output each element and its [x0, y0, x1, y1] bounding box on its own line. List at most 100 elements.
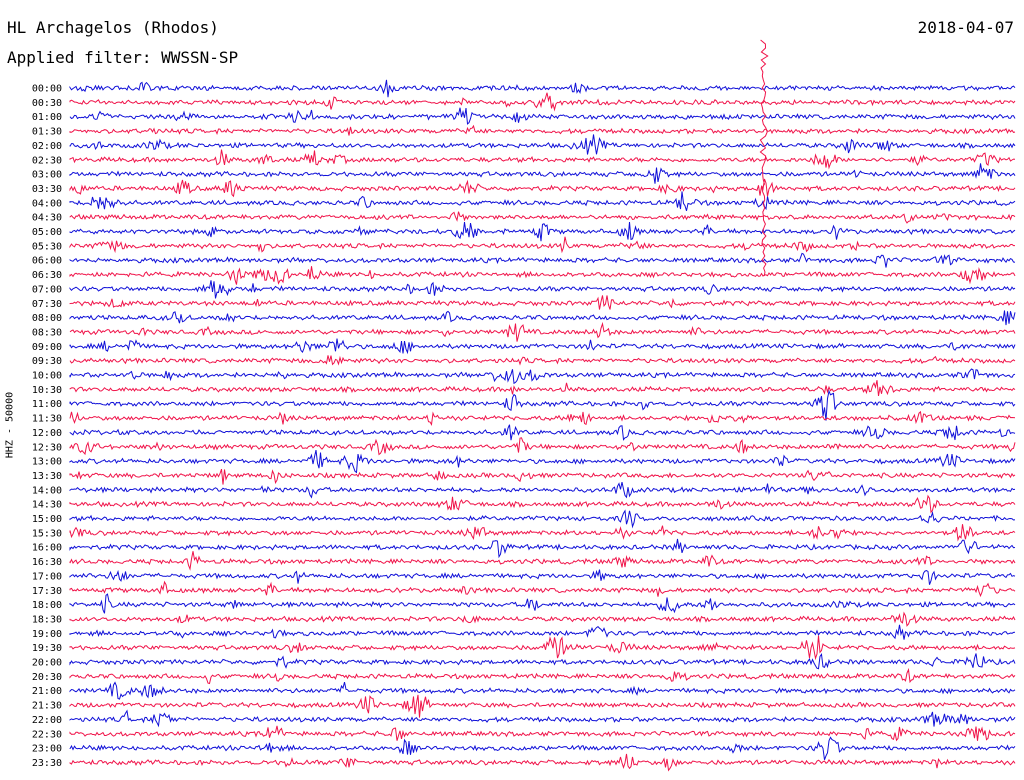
row-time-label: 02:30: [32, 155, 62, 166]
row-time-label: 23:30: [32, 758, 62, 769]
row-time-label: 17:00: [32, 571, 62, 582]
row-time-label: 02:00: [32, 141, 62, 152]
station-title: HL Archagelos (Rhodos): [7, 18, 219, 37]
trace-row-0330: [69, 178, 1016, 198]
row-time-label: 16:00: [32, 543, 62, 554]
row-time-label: 15:30: [32, 528, 62, 539]
date-label: 2018-04-07: [917, 18, 1014, 37]
trace-row-0000: [69, 79, 1016, 98]
trace-row-1330: [69, 468, 1016, 485]
row-time-label: 22:30: [32, 729, 62, 740]
trace-row-0730: [69, 295, 1016, 310]
trace-row-1600: [69, 538, 1016, 559]
row-time-label: 19:30: [32, 643, 62, 654]
event-spike: [759, 39, 769, 277]
row-time-label: 22:00: [32, 715, 62, 726]
row-time-label: 16:30: [32, 557, 62, 568]
trace-row-0930: [69, 355, 1016, 366]
trace-row-0500: [69, 221, 1016, 242]
trace-row-0900: [69, 338, 1016, 355]
row-time-label: 14:30: [32, 500, 62, 511]
trace-row-0600: [69, 252, 1016, 268]
row-time-label: 09:00: [32, 342, 62, 353]
row-time-label: 21:30: [32, 701, 62, 712]
trace-row-1030: [69, 380, 1016, 396]
trace-row-0300: [69, 163, 1016, 184]
trace-row-2230: [69, 725, 1016, 742]
trace-row-2030: [69, 667, 1016, 685]
row-time-label: 20:30: [32, 672, 62, 683]
trace-row-0130: [69, 124, 1016, 136]
trace-row-0200: [69, 134, 1016, 155]
row-time-label: 13:30: [32, 471, 62, 482]
row-time-label: 08:30: [32, 327, 62, 338]
row-time-label: 04:00: [32, 198, 62, 209]
row-time-label: 17:30: [32, 586, 62, 597]
trace-row-0400: [69, 191, 1016, 211]
trace-row-0630: [69, 266, 1016, 285]
row-time-label: 06:30: [32, 270, 62, 281]
row-time-label: 04:30: [32, 213, 62, 224]
trace-row-0800: [69, 310, 1016, 326]
trace-row-2200: [69, 709, 1016, 728]
row-time-label: 11:30: [32, 414, 62, 425]
trace-row-1130: [69, 410, 1016, 426]
trace-row-1200: [69, 424, 1016, 441]
row-time-label: 07:30: [32, 299, 62, 310]
row-time-label: 21:00: [32, 686, 62, 697]
row-time-label: 01:00: [32, 112, 62, 123]
trace-row-2300: [69, 736, 1016, 760]
row-time-label: 06:00: [32, 256, 62, 267]
trace-row-0430: [69, 211, 1016, 224]
row-time-label: 18:00: [32, 600, 62, 611]
row-time-label: 09:30: [32, 356, 62, 367]
trace-row-1830: [69, 611, 1016, 627]
row-time-label: 07:00: [32, 284, 62, 295]
row-time-label: 20:00: [32, 658, 62, 669]
trace-row-0530: [69, 236, 1015, 254]
row-time-label: 00:30: [32, 98, 62, 109]
row-time-label: 03:30: [32, 184, 62, 195]
trace-row-1000: [69, 368, 1016, 385]
row-time-label: 01:30: [32, 127, 62, 138]
row-time-label: 13:00: [32, 457, 62, 468]
row-time-label: 14:00: [32, 485, 62, 496]
trace-row-0030: [69, 92, 1016, 112]
row-time-label: 05:00: [32, 227, 62, 238]
trace-row-1400: [69, 481, 1016, 499]
trace-row-2330: [69, 753, 1016, 772]
row-time-label: 19:00: [32, 629, 62, 640]
filter-label: Applied filter: WWSSN-SP: [7, 48, 239, 67]
row-time-label: 05:30: [32, 241, 62, 252]
trace-row-1530: [69, 524, 1016, 542]
row-time-label: 10:30: [32, 385, 62, 396]
row-time-label: 11:00: [32, 399, 62, 410]
row-time-label: 03:00: [32, 170, 62, 181]
trace-row-0830: [69, 321, 1016, 342]
row-time-label: 12:00: [32, 428, 62, 439]
row-time-label: 15:00: [32, 514, 62, 525]
trace-row-1700: [69, 569, 1016, 585]
row-time-label: 12:30: [32, 442, 62, 453]
trace-row-2130: [69, 694, 1016, 718]
trace-row-0700: [69, 280, 1016, 299]
trace-row-1500: [69, 509, 1016, 529]
trace-row-2000: [69, 652, 1016, 670]
trace-row-1800: [69, 593, 1016, 614]
trace-row-1900: [69, 624, 1016, 640]
row-time-label: 08:00: [32, 313, 62, 324]
row-time-label: 10:00: [32, 371, 62, 382]
trace-row-1430: [69, 494, 1016, 514]
row-time-label: 00:00: [32, 84, 62, 95]
trace-row-1300: [69, 449, 1016, 474]
trace-row-1930: [69, 635, 1016, 661]
trace-row-0100: [69, 107, 1016, 125]
trace-row-1230: [69, 437, 1016, 456]
trace-row-0230: [69, 149, 1016, 170]
trace-row-1630: [69, 551, 1016, 571]
trace-row-1100: [69, 389, 1016, 421]
trace-row-1730: [69, 580, 1016, 598]
row-time-label: 23:00: [32, 744, 62, 755]
row-time-label: 18:30: [32, 614, 62, 625]
